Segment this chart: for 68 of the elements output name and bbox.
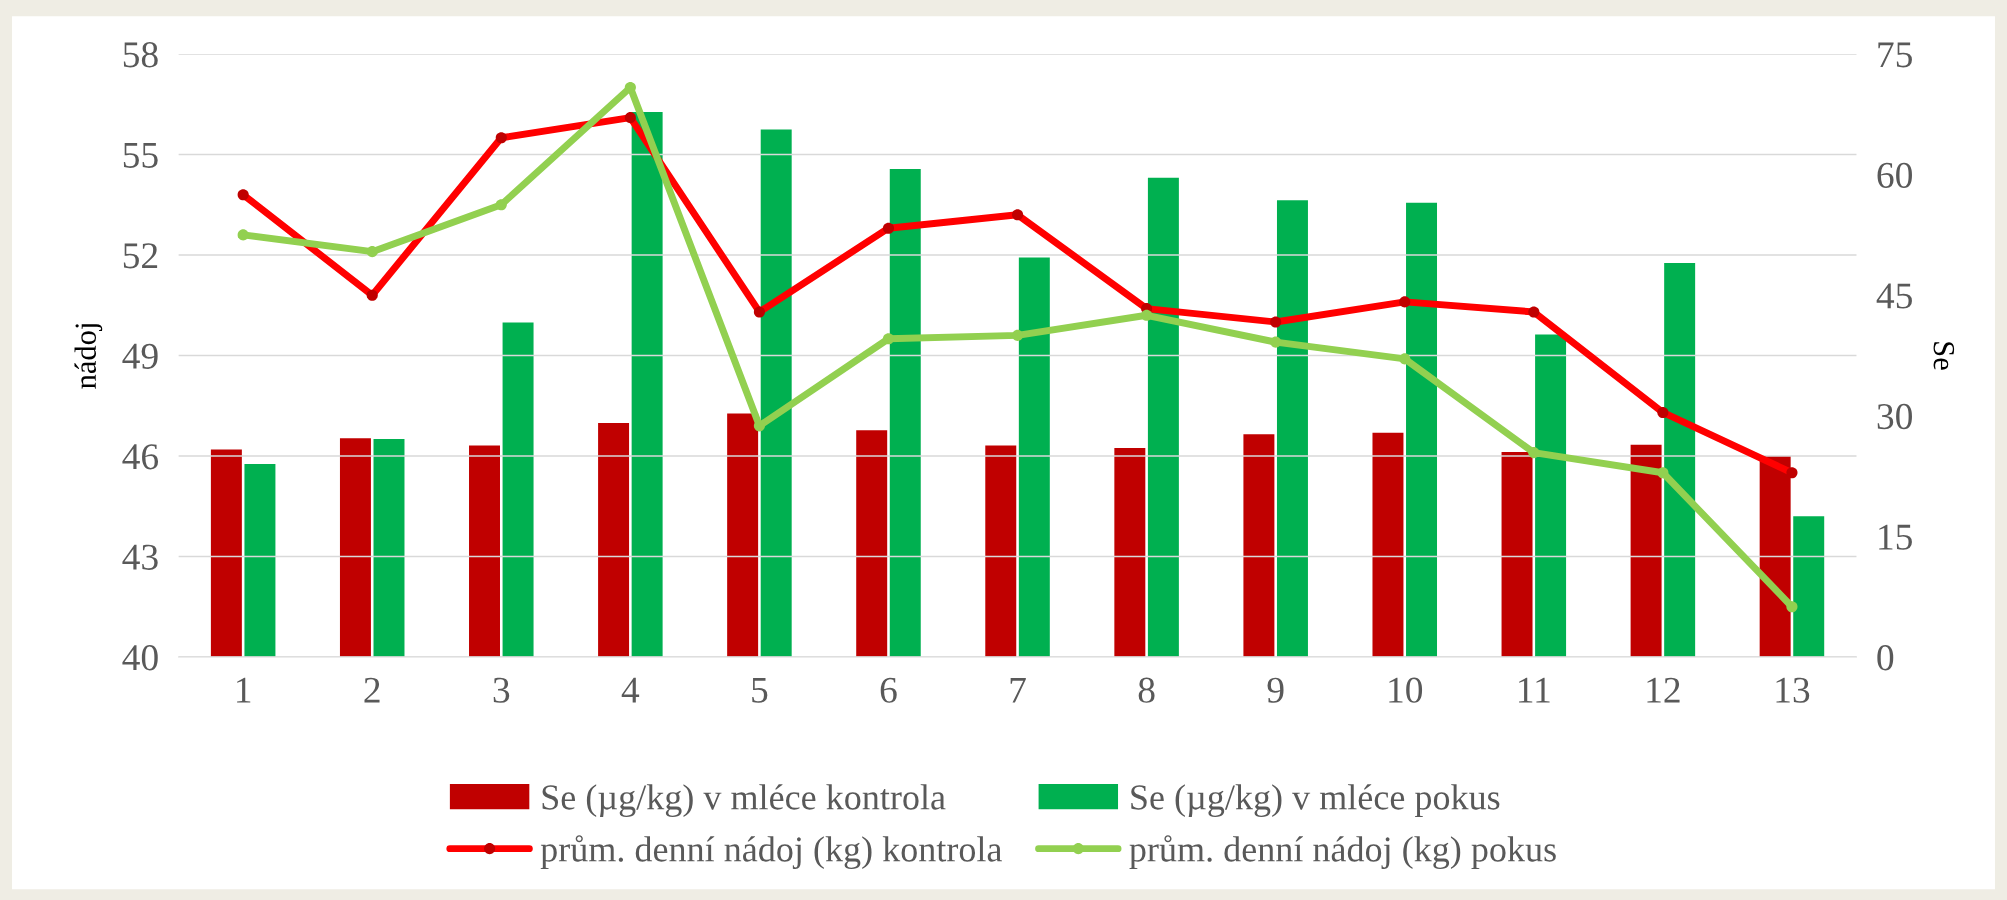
- bar: [339, 438, 371, 657]
- y2-tick-label: 30: [1877, 403, 1912, 430]
- legend-label: Se (µg/kg) v mléce kontrola: [542, 784, 946, 818]
- y2-tick-label: 15: [1879, 524, 1912, 550]
- bar: [1535, 334, 1567, 657]
- y2-tick-label: 0: [1877, 645, 1894, 671]
- legend-label: prům. denní nádoj (kg) kontrola: [540, 835, 1002, 870]
- y2-axis-title: Se: [1933, 342, 1955, 370]
- point: [1657, 467, 1669, 479]
- bar: [1406, 202, 1438, 657]
- legend-label: Se (µg/kg) v mléce pokus: [1131, 784, 1500, 818]
- bar: [1114, 447, 1146, 657]
- x-tick-label: 12: [1647, 677, 1680, 703]
- y-axis-title: nádoj: [74, 324, 103, 389]
- bar: [1630, 444, 1662, 657]
- point: [495, 199, 507, 211]
- y-tick-label: 52: [123, 243, 158, 269]
- bar: [1018, 257, 1050, 657]
- x-tick-label: 9: [1267, 677, 1284, 703]
- point: [1399, 353, 1411, 365]
- point: [1141, 309, 1153, 321]
- bar: [1793, 516, 1825, 657]
- x-tick-label: 1: [237, 677, 251, 703]
- bar: [856, 430, 888, 657]
- x-tick-label: 3: [493, 677, 510, 703]
- x-tick-label: 13: [1776, 677, 1810, 703]
- bar: [502, 322, 534, 657]
- bar: [598, 423, 630, 657]
- x-tick-label: 4: [621, 677, 640, 703]
- bar: [210, 449, 242, 657]
- bar: [985, 445, 1017, 657]
- bar: [1276, 200, 1308, 657]
- bar: [1664, 263, 1696, 657]
- point: [1270, 336, 1282, 348]
- bar: [1501, 451, 1533, 657]
- x-tick-label: 11: [1519, 677, 1550, 703]
- point: [237, 229, 249, 241]
- y-tick-label: 49: [122, 343, 158, 369]
- x-tick-label: 10: [1389, 677, 1423, 703]
- y2-tick-label: 60: [1877, 162, 1912, 188]
- legend-label: prům. denní nádoj (kg) pokus: [1129, 835, 1556, 870]
- bar: [1147, 177, 1179, 657]
- point: [753, 420, 765, 432]
- bar: [727, 413, 759, 657]
- y-tick-label: 55: [123, 142, 158, 168]
- bar: [373, 439, 405, 657]
- x-tick-label: 5: [752, 677, 768, 703]
- point: [1786, 601, 1798, 613]
- point: [366, 246, 378, 258]
- x-tick-label: 2: [364, 677, 380, 703]
- y2-tick-label: 75: [1878, 42, 1912, 68]
- y-tick-label: 46: [122, 444, 159, 470]
- bar: [631, 111, 663, 657]
- bar: [1372, 432, 1404, 657]
- x-tick-label: 8: [1138, 677, 1155, 703]
- bar: [760, 129, 792, 657]
- y-tick-label: 40: [122, 645, 158, 671]
- x-tick-label: 7: [1010, 677, 1026, 703]
- point: [1011, 329, 1024, 341]
- bar: [889, 168, 921, 657]
- y-tick-label: 58: [123, 42, 158, 68]
- y-tick-label: 43: [122, 544, 158, 570]
- bar: [1243, 434, 1275, 657]
- x-tick-label: 6: [880, 677, 897, 703]
- bar: [244, 464, 276, 657]
- y2-tick-label: 45: [1876, 283, 1912, 309]
- bar: [469, 445, 500, 657]
- point: [1528, 447, 1540, 459]
